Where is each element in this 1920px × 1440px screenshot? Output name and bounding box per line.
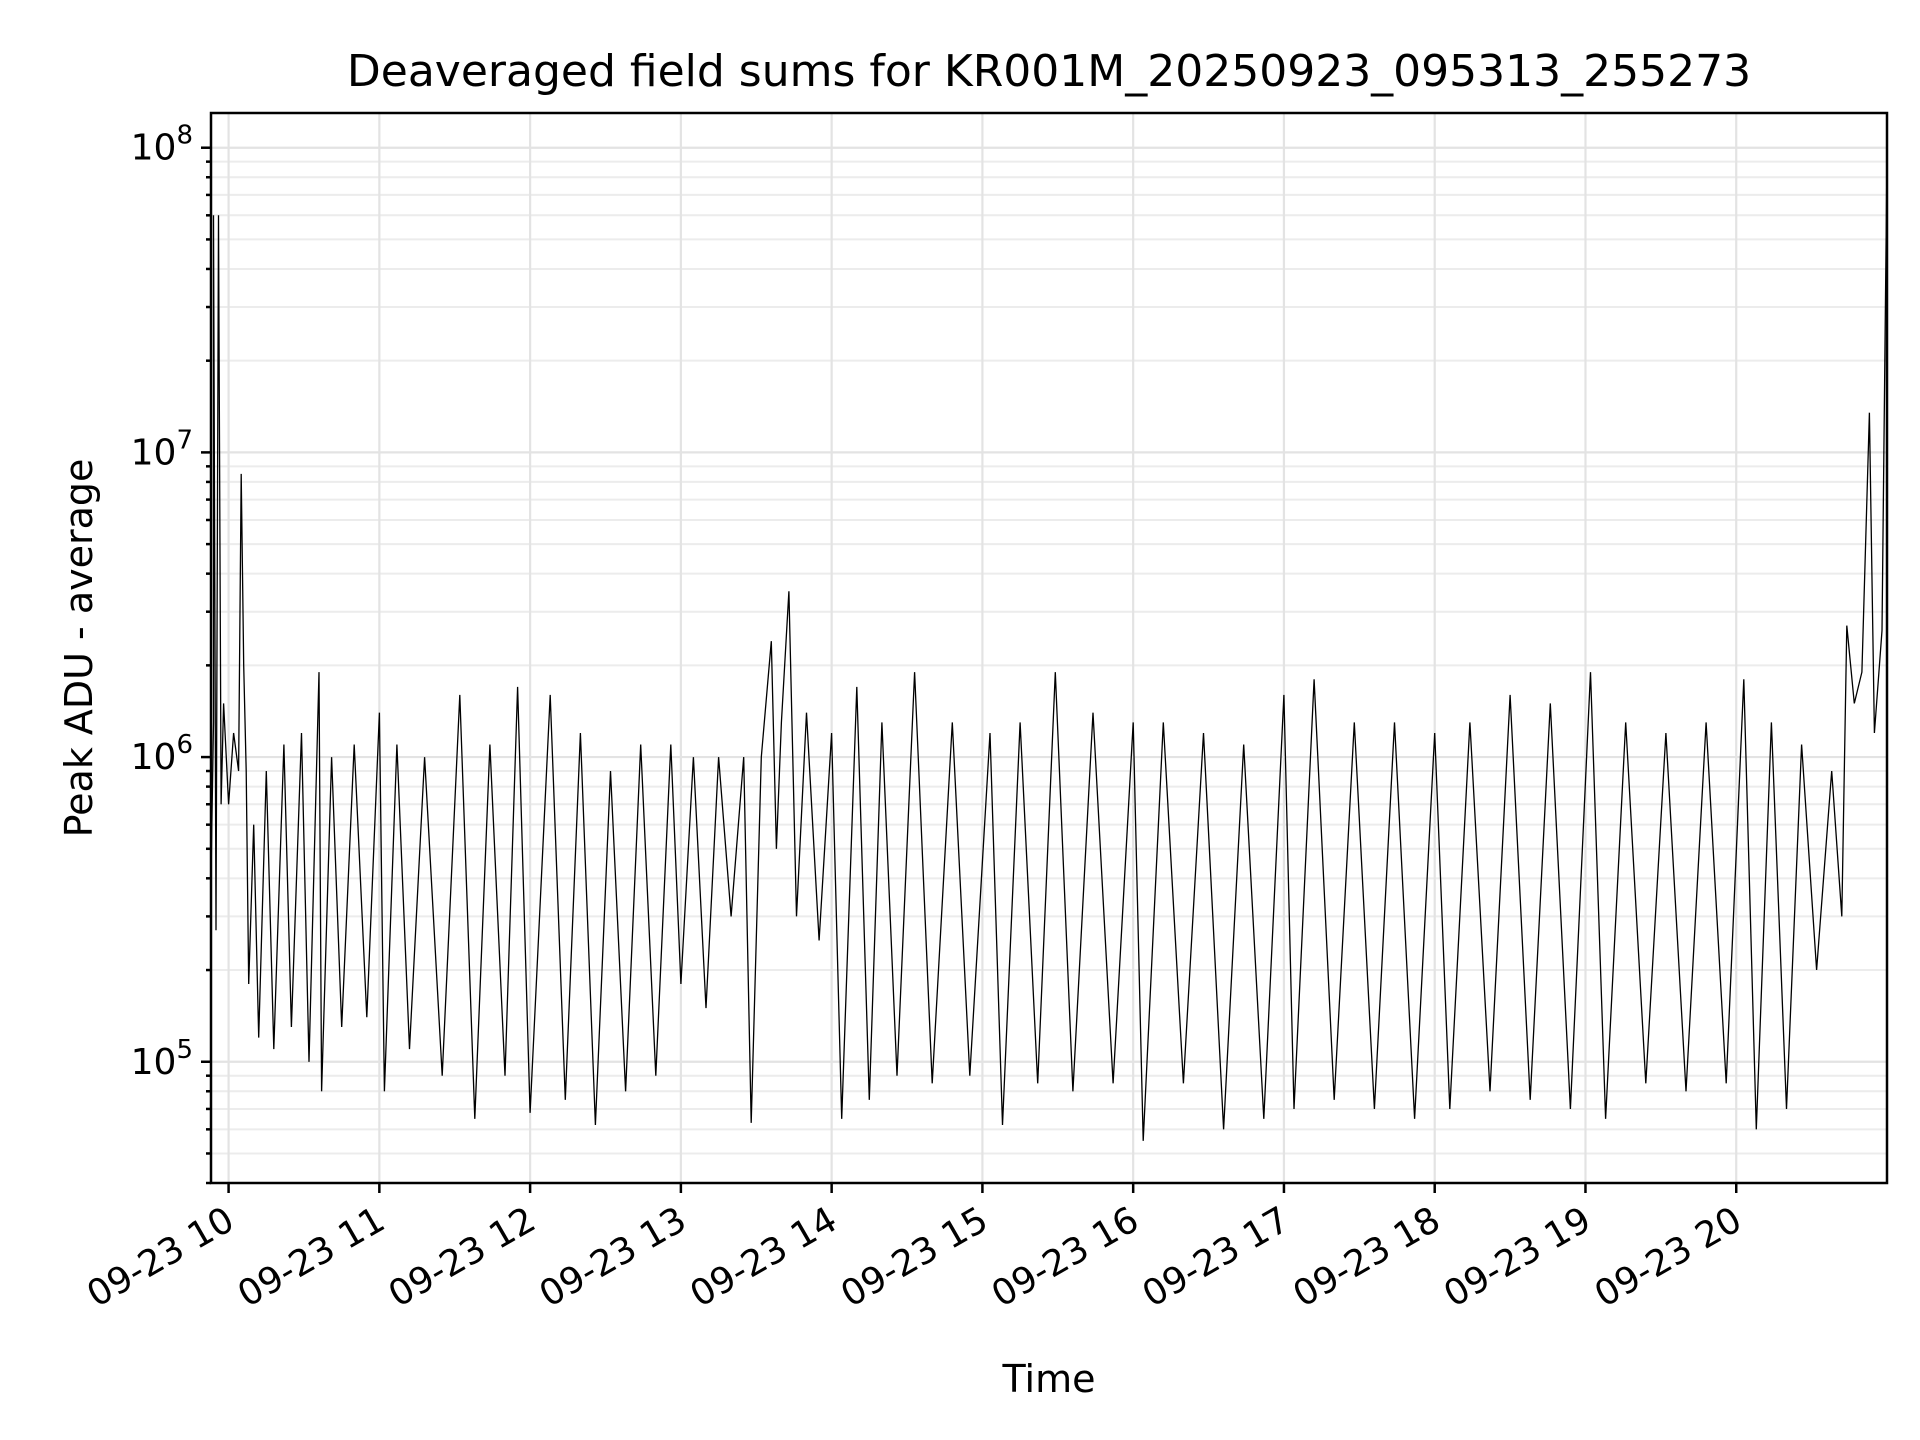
y-tick-label: 107 bbox=[131, 425, 193, 473]
plot-frame bbox=[209, 111, 1889, 1185]
y-tick-exponent: 5 bbox=[176, 1035, 193, 1065]
chart-title: Deaveraged field sums for KR001M_2025092… bbox=[347, 46, 1751, 97]
data-series-line bbox=[210, 154, 1888, 1141]
y-tick-exponent: 7 bbox=[176, 425, 193, 455]
x-axis-label: Time bbox=[1002, 1357, 1096, 1401]
y-tick-label: 105 bbox=[131, 1035, 193, 1083]
y-tick-label: 106 bbox=[131, 730, 193, 778]
y-axis-label: Peak ADU - average bbox=[57, 459, 101, 838]
y-tick-exponent: 6 bbox=[176, 730, 193, 760]
y-tick-base: 10 bbox=[131, 737, 177, 778]
y-tick-exponent: 8 bbox=[176, 121, 193, 151]
y-tick-base: 10 bbox=[131, 432, 177, 473]
y-tick-base: 10 bbox=[131, 1042, 177, 1083]
y-tick-base: 10 bbox=[131, 128, 177, 169]
y-tick-label: 108 bbox=[131, 121, 193, 169]
series-layer bbox=[210, 154, 1888, 1141]
